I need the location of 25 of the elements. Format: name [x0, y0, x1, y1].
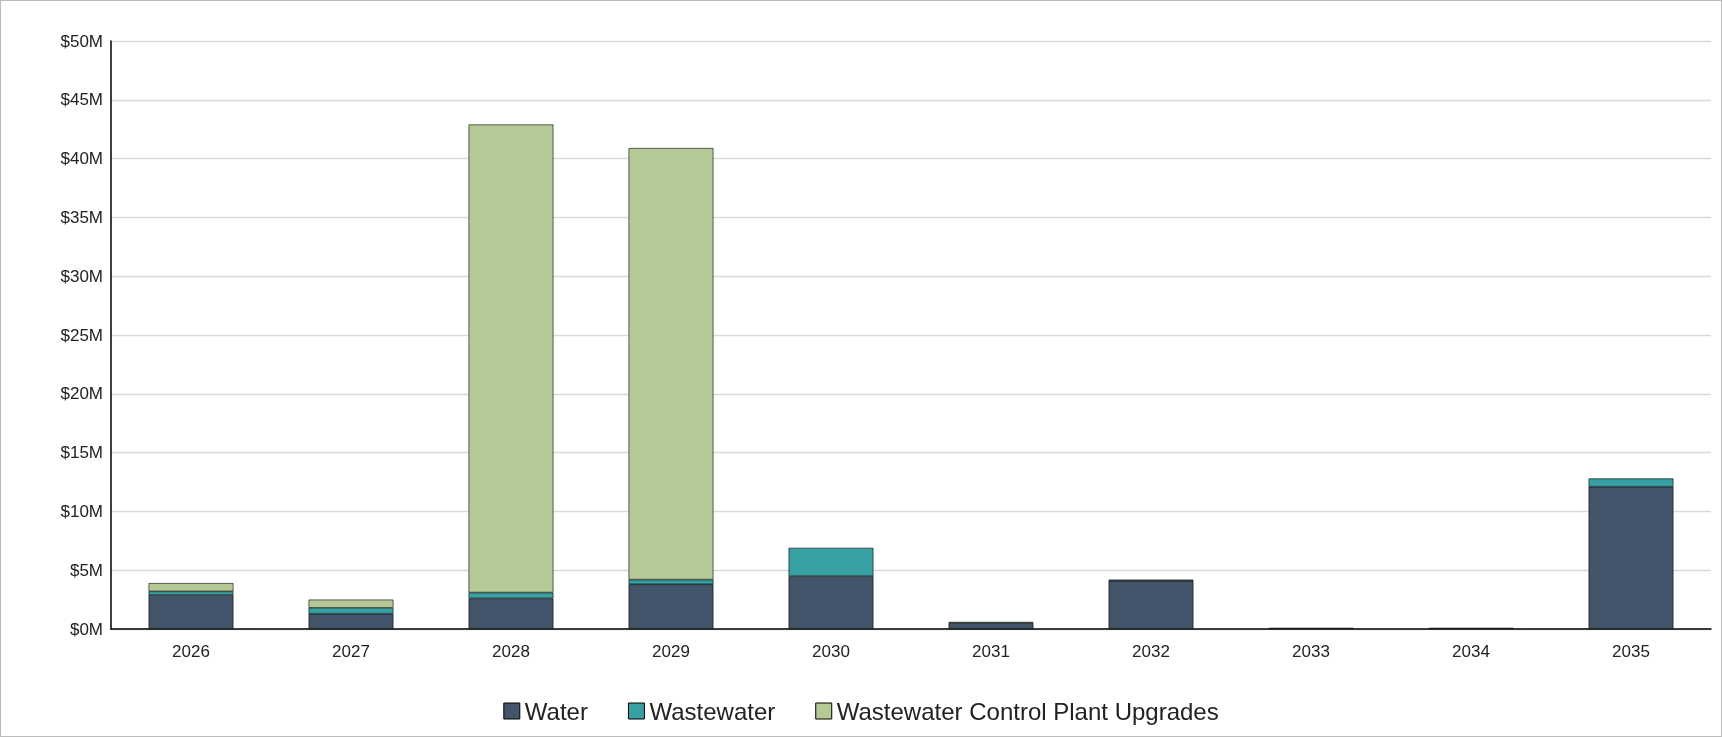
y-tick-label: $35M [60, 207, 103, 227]
y-tick-label: $15M [60, 443, 103, 463]
y-tick-label: $25M [60, 325, 103, 345]
y-tick-label: $40M [60, 149, 103, 169]
y-tick-label: $45M [60, 90, 103, 110]
x-tick-label: 2033 [1292, 642, 1330, 661]
y-tick-label: $50M [60, 31, 103, 51]
x-tick-label: 2028 [492, 642, 530, 661]
x-tick-label: 2031 [972, 642, 1010, 661]
legend-label: Wastewater [649, 697, 776, 725]
x-tick-label: 2030 [812, 642, 850, 661]
x-tick-label: 2034 [1452, 642, 1490, 661]
x-tick-label: 2026 [172, 642, 210, 661]
y-tick-label: $10M [60, 501, 103, 521]
bar [148, 583, 234, 592]
x-tick-label: 2035 [1612, 642, 1650, 661]
legend-label: Wastewater Control Plant Upgrades [836, 697, 1219, 725]
x-tick-label: 2027 [332, 642, 370, 661]
legend-label: Water [524, 697, 588, 725]
x-tick-label: 2029 [652, 642, 690, 661]
y-tick-label: $0M [69, 619, 103, 639]
y-tick-label: $5M [69, 560, 103, 580]
y-tick-label: $20M [60, 384, 103, 404]
y-tick-label: $30M [60, 266, 103, 286]
x-tick-label: 2032 [1132, 642, 1170, 661]
